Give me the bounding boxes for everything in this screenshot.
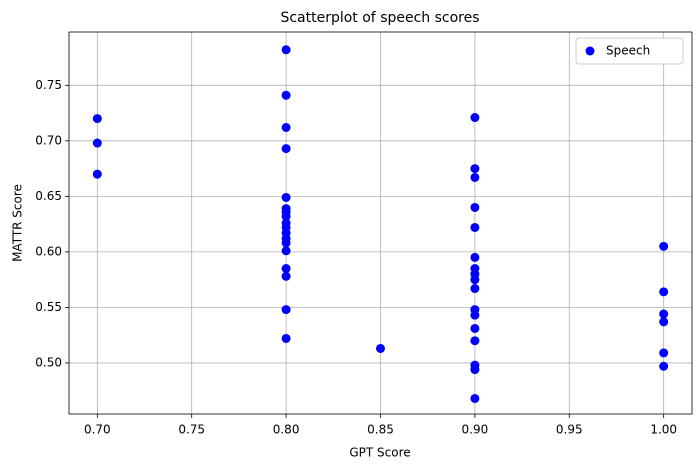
point (281, 264, 291, 274)
point (470, 275, 480, 285)
legend-box (575, 37, 684, 65)
point (281, 211, 291, 221)
point (376, 343, 385, 353)
point (281, 238, 291, 248)
y-tick-label: 0.70 (35, 133, 62, 147)
y-tick-label: 0.50 (35, 355, 62, 369)
x-tick-label: 0.95 (556, 423, 583, 437)
y-tick-label: 0.75 (35, 78, 62, 92)
point (281, 333, 291, 343)
point (470, 202, 480, 212)
point (470, 222, 480, 232)
point (470, 336, 480, 346)
point (281, 192, 291, 202)
point (470, 393, 480, 403)
x-tick-label: 0.85 (367, 423, 394, 437)
point (281, 45, 291, 55)
legend-label: Speech (606, 44, 650, 58)
legend-marker (585, 46, 595, 56)
x-tick-label: 1.00 (650, 423, 677, 437)
point (470, 113, 480, 123)
point (281, 123, 291, 132)
plot-frame (68, 31, 693, 415)
point (470, 323, 480, 333)
point (470, 284, 480, 294)
point (659, 241, 669, 251)
x-tick-label: 0.70 (84, 423, 111, 437)
y-tick-label: 0.60 (35, 244, 62, 258)
point (92, 138, 102, 148)
point (281, 144, 291, 154)
y-tick-label: 0.55 (35, 300, 62, 314)
point (659, 287, 669, 297)
point (470, 365, 480, 375)
y-axis-label: MATTR Score (11, 184, 25, 262)
x-axis-label: GPT Score (349, 446, 410, 460)
point (659, 361, 669, 371)
point (470, 310, 480, 320)
point (92, 114, 102, 124)
chart-title: Scatterplot of speech scores (280, 10, 479, 26)
point (281, 305, 291, 315)
point (659, 309, 669, 319)
point (659, 317, 669, 327)
point (281, 90, 291, 100)
point (470, 252, 480, 262)
point (470, 164, 480, 174)
point (659, 348, 669, 358)
y-tick-label: 0.65 (35, 189, 62, 203)
x-tick-label: 0.80 (273, 423, 300, 437)
point (92, 169, 102, 179)
point (281, 271, 291, 281)
point (470, 172, 480, 182)
x-tick-label: 0.90 (462, 423, 489, 437)
point (281, 246, 291, 256)
x-tick-label: 0.75 (178, 423, 205, 437)
